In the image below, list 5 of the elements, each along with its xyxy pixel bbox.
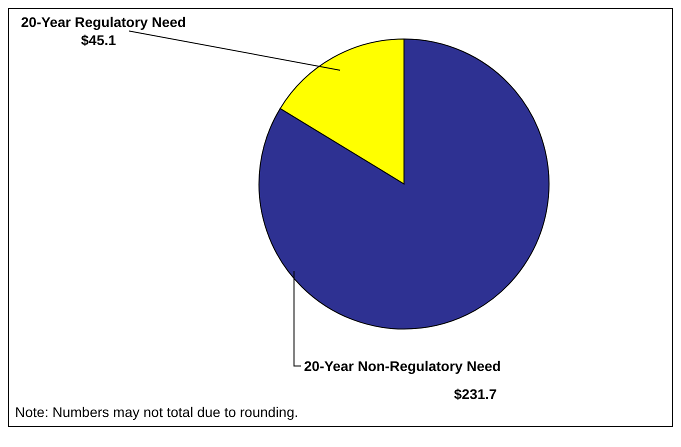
slice-label: 20-Year Regulatory Need <box>21 14 186 30</box>
text: Note: Numbers may not total due to rounding. <box>14 404 300 422</box>
slice-label: 20-Year Non-Regulatory Need <box>304 358 501 374</box>
data-label: $45.1 <box>81 32 116 48</box>
data-label: $231.7 <box>454 386 498 402</box>
